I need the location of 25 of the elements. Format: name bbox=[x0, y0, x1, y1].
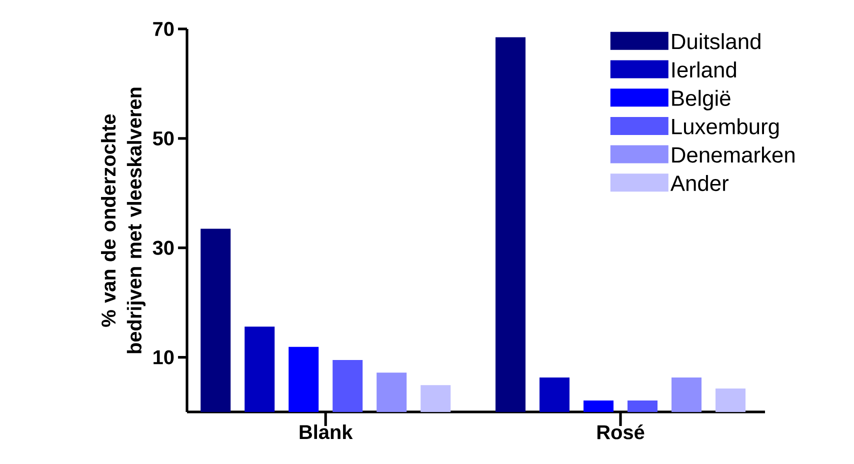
bar bbox=[376, 372, 407, 412]
bar bbox=[716, 388, 746, 412]
y-tick-label: 70 bbox=[153, 22, 174, 36]
legend-label: Denemarken bbox=[672, 146, 794, 163]
legend-label: Luxemburg bbox=[672, 118, 779, 139]
bar bbox=[332, 360, 363, 412]
bar bbox=[420, 385, 451, 412]
bar bbox=[496, 37, 526, 412]
legend-label: Ander bbox=[670, 174, 729, 192]
bar bbox=[288, 346, 319, 412]
bar bbox=[244, 326, 275, 412]
x-tick-label: Blank bbox=[300, 424, 353, 440]
legend-label: België bbox=[672, 90, 730, 110]
y-tick-label: 30 bbox=[152, 240, 174, 255]
bar bbox=[584, 400, 614, 412]
y-tick-label: 50 bbox=[152, 131, 174, 146]
bar bbox=[200, 228, 231, 412]
legend-label: Duitsland bbox=[672, 33, 760, 50]
legend-label: Ierland bbox=[672, 62, 736, 78]
bar bbox=[540, 378, 570, 412]
y-tick-label: 10 bbox=[154, 350, 174, 364]
bar bbox=[672, 378, 702, 412]
x-tick-label: Rosé bbox=[597, 424, 644, 440]
y-axis-title: % van de onderzochte bedrijven met vleeskalveren bbox=[101, 88, 146, 354]
bar bbox=[628, 400, 658, 412]
